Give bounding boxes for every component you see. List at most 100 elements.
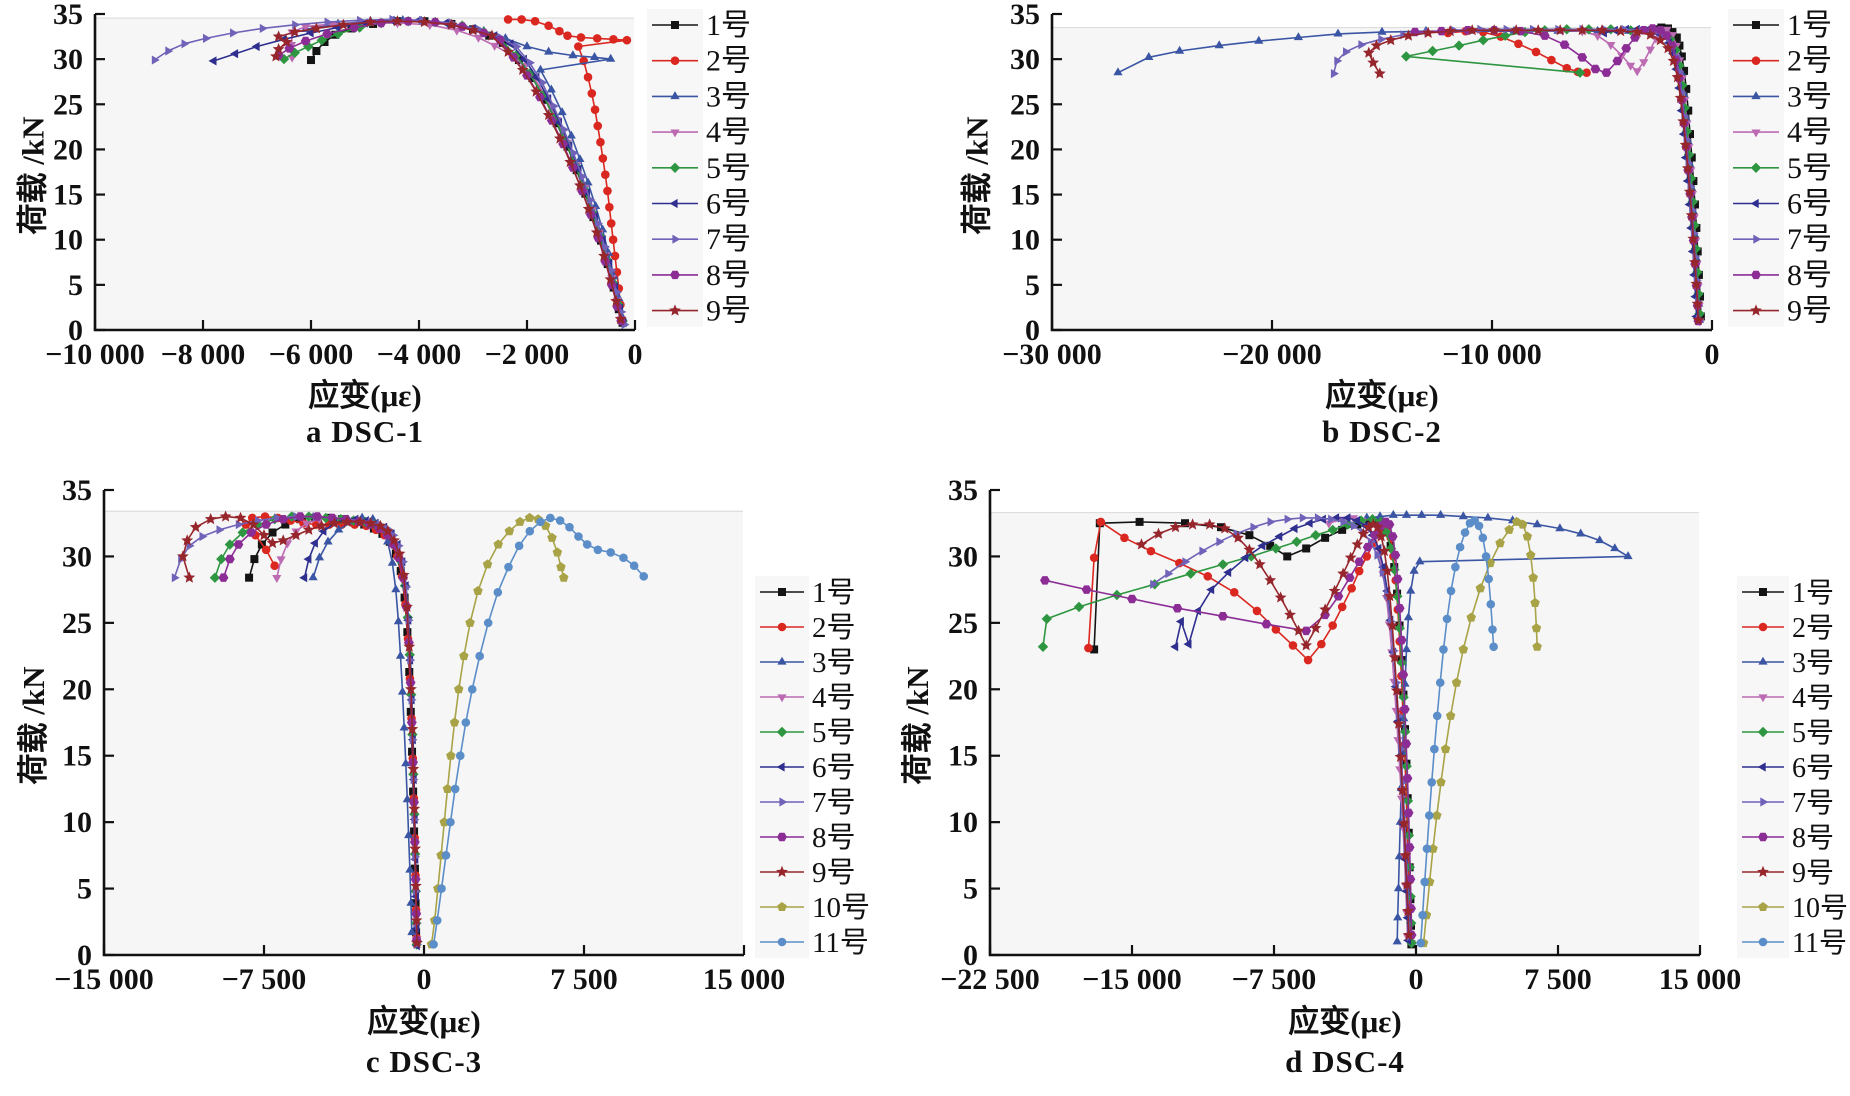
tick-label: 11号	[1792, 928, 1847, 959]
tick-label: 35	[62, 474, 92, 507]
legend-item-a-1号: 1号	[652, 9, 751, 42]
tick-label: −8 000	[161, 338, 246, 371]
legend-item-b-7号: 7号	[1733, 223, 1832, 256]
chart-d: 0 5 10 15 20 25 30 35 −22 500 −15 000 −7 500 0 7 500…	[940, 474, 1848, 996]
tick-label: 30	[53, 43, 83, 76]
tick-label: 1号	[1792, 578, 1834, 609]
tick-label: 5	[1025, 269, 1040, 302]
tick-label: 0	[77, 939, 92, 972]
legend-item-b-4号: 4号	[1733, 116, 1832, 149]
tick-label: −2 000	[485, 338, 570, 371]
tick-label: 5号	[812, 717, 856, 749]
legend-item-d-9号: 9号	[1742, 858, 1834, 889]
legend-item-a-2号: 2号	[652, 45, 751, 78]
tick-label: 10	[62, 806, 92, 839]
tick-label: 10	[1010, 224, 1040, 257]
y-axis-label-a: 荷载 /kN	[15, 116, 51, 235]
legend-item-c-4号: 4号	[760, 682, 856, 714]
series-d-11号	[1416, 516, 1498, 948]
tick-label: 15	[62, 740, 92, 773]
legend-item-c-2号: 2号	[760, 612, 856, 644]
tick-label: 0	[628, 338, 643, 371]
legend-item-b-8号: 8号	[1733, 259, 1832, 292]
tick-label: 5号	[1787, 152, 1832, 185]
caption-d: d DSC-4	[1285, 1044, 1405, 1079]
tick-label: 5号	[706, 152, 751, 185]
legend-item-d-11号: 11号	[1742, 928, 1847, 959]
axes-a: 0 5 10 15 20 25 30 35 −10 000 −8 000 −6 000 −4 000−…	[45, 0, 642, 371]
tick-label: −10 000	[45, 338, 145, 371]
tick-label: 2号	[1792, 613, 1834, 644]
legend-item-b-2号: 2号	[1733, 45, 1832, 78]
tick-label: 30	[948, 540, 978, 573]
tick-label: 25	[62, 607, 92, 640]
caption-a: a DSC-1	[305, 414, 425, 449]
tick-label: 0	[1409, 963, 1424, 996]
tick-label: 6号	[1792, 753, 1834, 784]
tick-label: −20 000	[1222, 338, 1322, 371]
tick-label: 7号	[1787, 223, 1832, 256]
series-group-d	[1037, 509, 1633, 949]
tick-label: 15	[53, 179, 83, 212]
tick-label: 35	[1010, 0, 1040, 31]
tick-label: 6号	[812, 752, 856, 784]
tick-label: 15 000	[1659, 963, 1742, 996]
tick-label: −15 000	[1082, 963, 1182, 996]
tick-label: 10	[948, 806, 978, 839]
tick-label: 15	[948, 740, 978, 773]
tick-label: 25	[1010, 88, 1040, 121]
tick-label: 4号	[812, 682, 856, 714]
chart-c: 0 5 10 15 20 25 30 35 −15 000 −7 500 0 7 500 15 000 1…	[54, 474, 870, 996]
tick-label: 3号	[812, 647, 856, 679]
legend-d: 1号 2号 3号 4号 5号 6号 7号 8号 9号 10号 11号	[1737, 576, 1848, 959]
legend-item-c-8号: 8号	[760, 822, 856, 854]
caption-b: b DSC-2	[1322, 414, 1442, 449]
tick-label: −7 500	[1232, 963, 1317, 996]
tick-label: 3号	[706, 80, 751, 113]
tick-label: 0	[68, 314, 83, 347]
tick-label: 2号	[1787, 45, 1832, 78]
series-b-9号	[1362, 24, 1705, 326]
series-group-b	[1113, 23, 1705, 327]
y-axis-label-c: 荷载 /kN	[16, 666, 51, 785]
series-d-9号	[1135, 518, 1415, 941]
tick-label: 35	[948, 474, 978, 507]
tick-label: 6号	[1787, 188, 1832, 221]
tick-label: 7 500	[1524, 963, 1592, 996]
plot-area-c	[105, 510, 743, 954]
tick-label: 5	[77, 873, 92, 906]
legend-item-d-10号: 10号	[1742, 893, 1848, 924]
tick-label: 20	[62, 673, 92, 706]
tick-label: 1号	[1787, 9, 1832, 42]
tick-label: −4 000	[377, 338, 462, 371]
legend-item-d-3号: 3号	[1742, 648, 1834, 679]
tick-label: 25	[948, 607, 978, 640]
series-d-10号	[1418, 516, 1542, 948]
tick-label: 3号	[1787, 80, 1832, 113]
legend-item-c-5号: 5号	[760, 717, 856, 749]
tick-label: 20	[53, 133, 83, 166]
legend-item-b-9号: 9号	[1733, 295, 1832, 328]
tick-label: 4号	[1792, 683, 1834, 714]
tick-label: 10号	[812, 892, 870, 924]
legend-item-c-1号: 1号	[760, 577, 856, 609]
legend-item-d-2号: 2号	[1742, 613, 1834, 644]
tick-label: 7 500	[550, 963, 618, 996]
legend-item-d-8号: 8号	[1742, 823, 1834, 854]
legend-item-d-4号: 4号	[1742, 683, 1834, 714]
x-axis-label-d: 应变(με)	[1288, 1004, 1402, 1039]
x-axis-label-c: 应变(με)	[367, 1004, 481, 1039]
tick-label: 2号	[706, 45, 751, 78]
legend-item-a-5号: 5号	[652, 152, 751, 185]
tick-label: 4号	[1787, 116, 1832, 149]
x-axis-label-b: 应变(με)	[1325, 378, 1439, 413]
tick-label: 7号	[1792, 788, 1834, 819]
axes-d: 0 5 10 15 20 25 30 35 −22 500 −15 000 −7 500 0 7 500…	[940, 474, 1741, 996]
tick-label: 1号	[812, 577, 856, 609]
tick-label: 10号	[1792, 893, 1848, 924]
tick-label: 25	[53, 88, 83, 121]
series-group-c	[171, 510, 649, 951]
